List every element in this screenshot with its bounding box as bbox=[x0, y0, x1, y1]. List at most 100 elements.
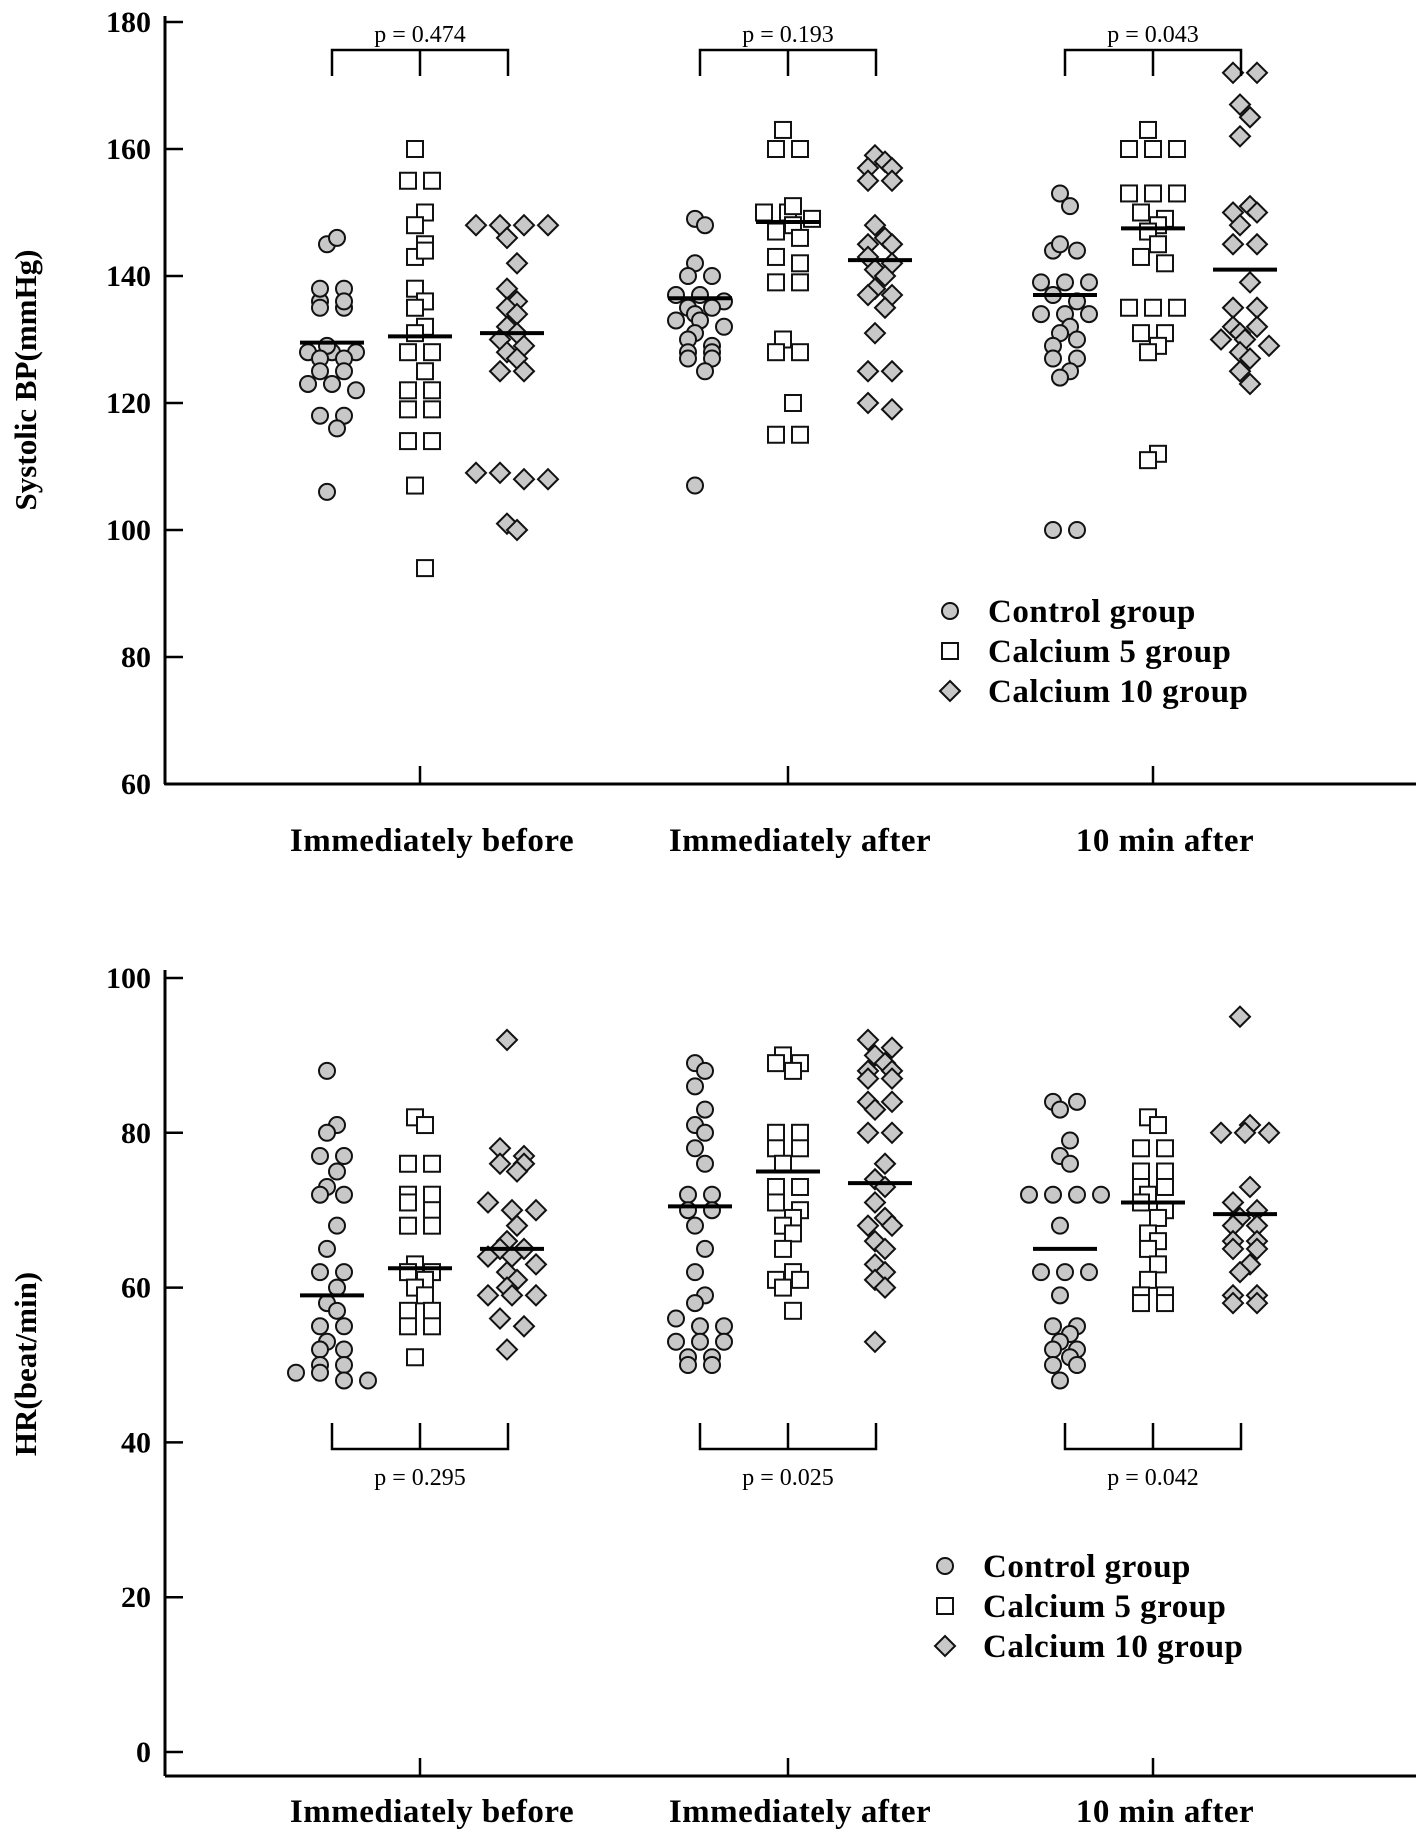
control-point bbox=[1051, 1371, 1069, 1390]
control-point bbox=[1056, 273, 1074, 292]
control-point bbox=[1092, 1185, 1110, 1204]
control-point bbox=[328, 1162, 346, 1181]
calcium10-point bbox=[1221, 1237, 1245, 1261]
calcium10-point bbox=[495, 1028, 519, 1052]
calcium10-point bbox=[880, 1214, 904, 1238]
control-point bbox=[1032, 305, 1050, 324]
y-tick-label: 120 bbox=[106, 387, 151, 420]
calcium5-point bbox=[784, 197, 802, 216]
control-point bbox=[703, 1185, 721, 1204]
calcium5-point bbox=[1139, 343, 1157, 362]
control-point bbox=[679, 1185, 697, 1204]
control-point bbox=[1080, 273, 1098, 292]
control-point bbox=[311, 1317, 329, 1336]
calcium5-point bbox=[784, 1224, 802, 1243]
calcium5-point bbox=[1156, 1139, 1174, 1158]
calcium5-point bbox=[1156, 1294, 1174, 1313]
calcium10-point bbox=[856, 169, 880, 193]
calcium10-point bbox=[1221, 1291, 1245, 1315]
calcium10-point bbox=[1245, 1291, 1269, 1315]
y-tick-label: 100 bbox=[106, 514, 151, 547]
calcium5-point bbox=[1132, 1162, 1150, 1181]
control-point bbox=[328, 1301, 346, 1320]
control-point bbox=[679, 267, 697, 285]
calcium10-point bbox=[476, 1245, 500, 1269]
calcium5-point bbox=[1139, 1270, 1157, 1289]
control-point bbox=[1068, 1356, 1086, 1374]
calcium10-point bbox=[863, 1330, 887, 1354]
control-point bbox=[715, 1317, 733, 1336]
control-point bbox=[691, 1332, 709, 1351]
calcium5-point bbox=[767, 343, 785, 362]
control-point bbox=[1044, 1356, 1062, 1374]
calcium10-point bbox=[880, 1121, 904, 1145]
legend-square-icon bbox=[941, 642, 959, 660]
calcium5-point bbox=[399, 432, 417, 451]
calcium10-point bbox=[880, 1036, 904, 1060]
calcium10-point bbox=[856, 1028, 880, 1052]
control-point bbox=[696, 1123, 714, 1142]
calcium5-point bbox=[399, 1216, 417, 1235]
calcium10-point bbox=[1238, 1175, 1262, 1199]
calcium10-point bbox=[873, 1152, 897, 1176]
calcium10-point bbox=[1238, 347, 1262, 370]
control-point bbox=[686, 1263, 704, 1282]
calcium5-point bbox=[416, 362, 434, 381]
control-point bbox=[311, 362, 329, 381]
calcium5-point bbox=[423, 400, 441, 419]
y-tick-label: 40 bbox=[121, 1426, 151, 1459]
control-point bbox=[311, 1185, 329, 1204]
calcium5-point bbox=[423, 1216, 441, 1235]
control-point bbox=[1080, 305, 1098, 324]
control-point bbox=[335, 1356, 353, 1374]
calcium5-point bbox=[791, 228, 809, 247]
calcium5-point bbox=[416, 241, 434, 260]
calcium10-point bbox=[1257, 334, 1281, 358]
p-value-bracket bbox=[1063, 48, 1243, 76]
control-point bbox=[1051, 184, 1069, 203]
p-value-bracket bbox=[330, 48, 510, 76]
control-point bbox=[328, 1216, 346, 1235]
legend-label: Calcium 10 group bbox=[983, 1629, 1243, 1665]
calcium10-point bbox=[863, 213, 887, 237]
calcium10-point bbox=[488, 359, 512, 383]
calcium10-point bbox=[856, 359, 880, 383]
y-tick-label: 60 bbox=[121, 1272, 151, 1305]
calcium10-point bbox=[880, 1067, 904, 1091]
calcium5-point bbox=[399, 1154, 417, 1173]
control-point bbox=[691, 1317, 709, 1336]
calcium5-point bbox=[1139, 1239, 1157, 1258]
legend-circle-icon bbox=[941, 602, 959, 620]
calcium5-point bbox=[755, 203, 773, 222]
control-point bbox=[1044, 521, 1062, 539]
control-point bbox=[311, 406, 329, 425]
control-point bbox=[1051, 368, 1069, 387]
calcium5-point bbox=[1120, 140, 1138, 158]
calcium5-point bbox=[416, 1116, 434, 1135]
calcium10-point bbox=[880, 169, 904, 193]
y-axis-title: HR(beat/min) bbox=[8, 1272, 43, 1456]
calcium5-point bbox=[803, 209, 821, 228]
calcium10-point bbox=[1238, 372, 1262, 396]
control-point bbox=[335, 362, 353, 381]
control-point bbox=[1080, 1263, 1098, 1282]
y-tick-label: 100 bbox=[106, 962, 151, 995]
calcium10-point bbox=[1245, 61, 1269, 85]
calcium5-point bbox=[767, 1193, 785, 1212]
control-point bbox=[679, 1356, 697, 1374]
legend-label: Calcium 5 group bbox=[983, 1589, 1226, 1625]
calcium10-point bbox=[505, 1160, 529, 1183]
control-point bbox=[686, 1139, 704, 1158]
calcium5-point bbox=[423, 381, 441, 400]
calcium10-point bbox=[856, 1121, 880, 1145]
control-point bbox=[311, 1363, 329, 1382]
calcium5-point bbox=[423, 1317, 441, 1336]
calcium5-point bbox=[423, 1185, 441, 1204]
control-point bbox=[1068, 1185, 1086, 1204]
calcium10-point bbox=[873, 296, 897, 320]
calcium5-point bbox=[1149, 1255, 1167, 1274]
calcium5-point bbox=[767, 273, 785, 292]
control-point bbox=[715, 317, 733, 336]
calcium10-point bbox=[524, 1198, 548, 1222]
control-point bbox=[696, 362, 714, 381]
